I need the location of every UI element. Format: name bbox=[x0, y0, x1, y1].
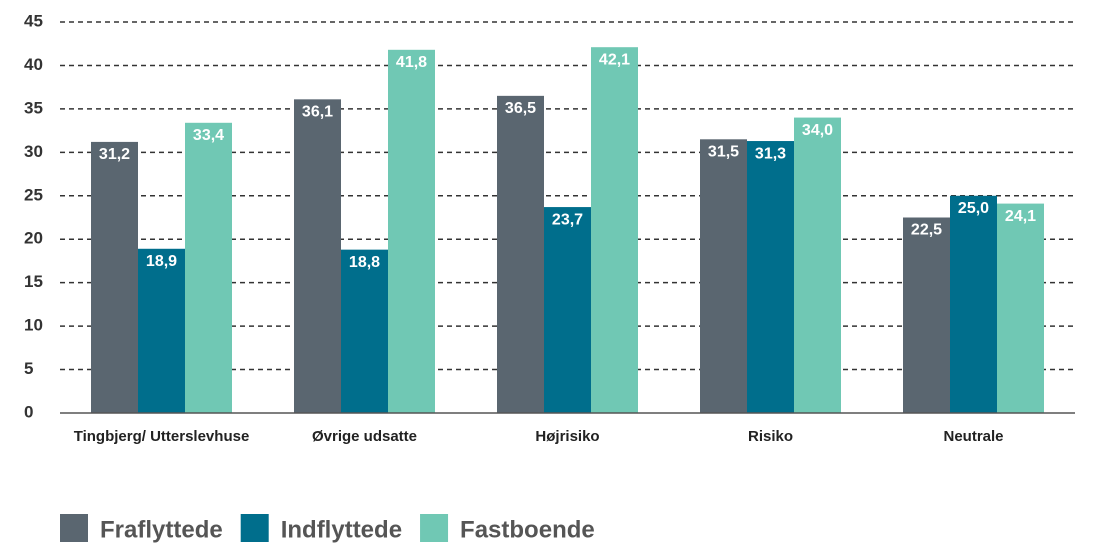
x-tick-label: Højrisiko bbox=[535, 428, 599, 445]
y-tick-label: 15 bbox=[24, 272, 43, 291]
value-label: 36,5 bbox=[505, 100, 536, 117]
bar bbox=[497, 95, 544, 413]
y-tick-label: 25 bbox=[24, 185, 43, 204]
bar bbox=[341, 249, 388, 413]
value-label: 22,5 bbox=[911, 222, 942, 239]
x-tick-label: Risiko bbox=[748, 428, 793, 445]
bar bbox=[997, 203, 1044, 413]
value-label: 18,8 bbox=[349, 254, 380, 271]
bar bbox=[903, 217, 950, 413]
value-label: 25,0 bbox=[958, 200, 989, 217]
legend-label: Fraflyttede bbox=[100, 516, 223, 543]
value-label: 24,1 bbox=[1005, 208, 1036, 225]
value-label: 18,9 bbox=[146, 253, 177, 270]
legend-swatch bbox=[240, 514, 269, 542]
legend-swatch bbox=[420, 514, 449, 542]
bar bbox=[544, 207, 591, 413]
value-label: 42,1 bbox=[599, 51, 630, 68]
value-label: 41,8 bbox=[396, 54, 427, 71]
y-tick-label: 0 bbox=[24, 402, 33, 421]
legend-label: Fastboende bbox=[460, 516, 595, 543]
legend-label: Indflyttede bbox=[281, 516, 402, 543]
value-label: 34,0 bbox=[802, 122, 833, 139]
y-tick-label: 10 bbox=[24, 316, 43, 335]
bar bbox=[794, 117, 841, 414]
bar bbox=[700, 139, 747, 414]
y-tick-label: 30 bbox=[24, 142, 43, 161]
x-tick-label: Tingbjerg/ Utterslevhuse bbox=[74, 428, 250, 445]
value-label: 23,7 bbox=[552, 211, 583, 228]
y-tick-label: 20 bbox=[24, 229, 43, 248]
y-tick-label: 45 bbox=[24, 11, 43, 30]
value-label: 31,5 bbox=[708, 144, 739, 161]
bar bbox=[747, 141, 794, 413]
bar bbox=[591, 47, 638, 413]
bar bbox=[950, 195, 997, 413]
legend-swatch bbox=[60, 514, 88, 542]
x-tick-label: Neutrale bbox=[943, 428, 1003, 445]
bar bbox=[185, 122, 232, 414]
value-label: 31,2 bbox=[99, 146, 130, 163]
bar bbox=[294, 99, 341, 413]
value-label: 33,4 bbox=[193, 127, 224, 144]
y-tick-label: 35 bbox=[24, 98, 43, 117]
y-tick-label: 5 bbox=[24, 359, 33, 378]
bar bbox=[388, 49, 435, 413]
y-tick-label: 40 bbox=[24, 55, 43, 74]
bar bbox=[91, 141, 138, 413]
value-label: 36,1 bbox=[302, 104, 333, 121]
x-tick-label: Øvrige udsatte bbox=[312, 428, 417, 445]
bar bbox=[138, 248, 185, 413]
value-label: 31,3 bbox=[755, 145, 786, 162]
